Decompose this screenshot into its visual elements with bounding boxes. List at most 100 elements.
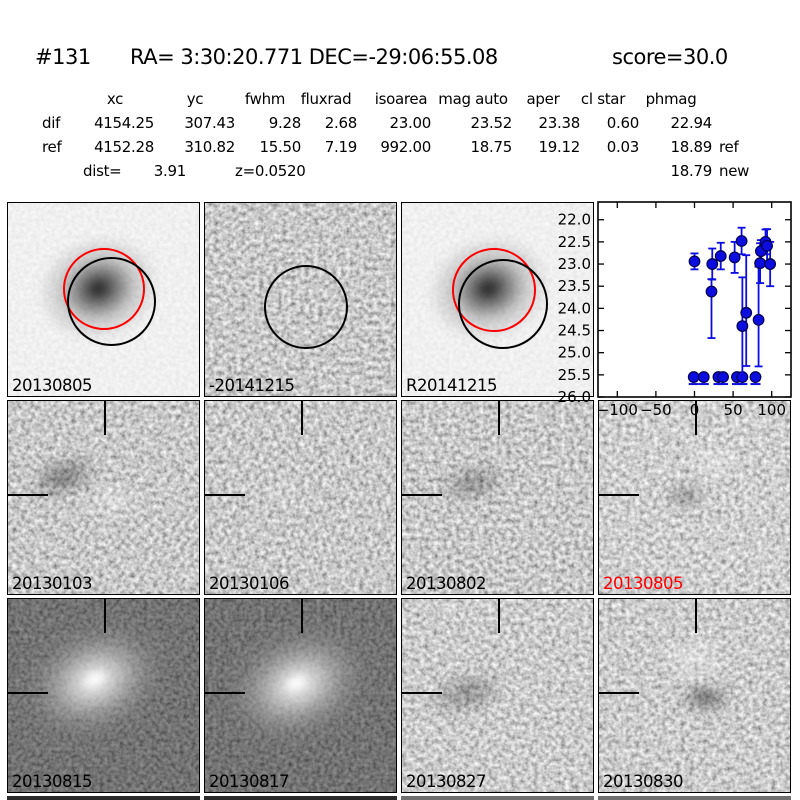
position-tick-top — [498, 401, 500, 435]
col-header-fluxrad: fluxrad — [300, 90, 352, 108]
detection-marker — [706, 258, 719, 270]
ref-magauto: 18.75 — [470, 138, 513, 156]
candidate-score: score=30.0 — [612, 45, 728, 69]
cutout-date-label: 20130827 — [406, 772, 486, 791]
epoch-cutout-20130830: 20130830 — [598, 598, 791, 793]
next-row-edge — [401, 796, 594, 800]
y-tick-label: 23.0 — [558, 255, 591, 273]
detection-marker — [688, 255, 701, 268]
limit-marker — [697, 371, 710, 383]
dif-magauto: 23.52 — [470, 114, 513, 132]
noise-texture — [599, 401, 790, 594]
dif-fwhm: 9.28 — [268, 114, 302, 132]
x-tick-label: 0 — [690, 401, 700, 419]
ref-phmag: 18.89 — [670, 138, 713, 156]
cutout-date-label: 20130830 — [603, 772, 683, 791]
dif-aper: 23.38 — [538, 114, 581, 132]
limit-marker — [717, 371, 729, 383]
position-tick-top — [498, 599, 500, 633]
col-header-magauto: mag auto — [438, 90, 508, 108]
y-tick-label: 22.0 — [558, 211, 591, 229]
bright-residual — [255, 473, 310, 511]
lightcurve-plot: −100 −50 0 50 100 22.0 22.5 23.0 23.5 24.0 24.5 25.… — [558, 201, 792, 419]
noise-texture — [402, 401, 593, 594]
dif-clstar: 0.60 — [606, 114, 640, 132]
dif-yc: 307.43 — [184, 114, 235, 132]
position-tick-left — [205, 692, 245, 694]
candidate-coordinates: RA= 3:30:20.771 DEC=-29:06:55.08 — [130, 45, 498, 69]
epoch-cutout-20130802: 20130802 — [401, 400, 594, 595]
detection-marker — [752, 313, 765, 326]
position-tick-left — [8, 692, 48, 694]
col-header-isoarea: isoarea — [374, 90, 428, 108]
position-tick-left — [599, 494, 639, 496]
new-phmag-suffix: new — [719, 162, 750, 180]
y-tick-label: 24.5 — [558, 322, 591, 340]
position-tick-top — [104, 401, 106, 435]
position-tick-top — [301, 599, 303, 633]
bright-residual — [684, 439, 744, 484]
cutout-date-label: 20130805 — [12, 376, 92, 395]
y-tick-label: 23.5 — [558, 277, 591, 295]
cutout-date-label: 20130106 — [209, 574, 289, 593]
cutout-date-label: -20141215 — [209, 376, 295, 395]
ref-aper: 19.12 — [538, 138, 581, 156]
epoch-cutout-20130103: 20130103 — [7, 400, 200, 595]
plot-box — [597, 201, 792, 398]
position-tick-left — [599, 692, 639, 694]
next-row-edge — [204, 796, 397, 800]
ref-yc: 310.82 — [184, 138, 235, 156]
y-tick-label: 25.5 — [558, 366, 591, 384]
bright-residual — [657, 631, 732, 686]
ref-fluxrad: 7.19 — [324, 138, 358, 156]
col-header-aper: aper — [526, 90, 560, 108]
dark-residual — [661, 481, 709, 511]
dark-residual — [677, 681, 735, 715]
limit-marker — [749, 371, 762, 383]
y-tick-label: 24.0 — [558, 299, 591, 317]
x-tick-label: 50 — [724, 401, 743, 419]
dif-phmag: 22.94 — [670, 114, 713, 132]
reference-cutout: R20141215 — [401, 202, 594, 397]
position-tick-top — [104, 599, 106, 633]
cutout-date-label: 20130815 — [12, 772, 92, 791]
ref-isoarea: 992.00 — [380, 138, 431, 156]
new-epoch-cutout: 20130805 — [7, 202, 200, 397]
position-tick-left — [205, 494, 245, 496]
noise-texture — [402, 599, 593, 792]
position-tick-top — [301, 401, 303, 435]
difference-cutout: -20141215 — [204, 202, 397, 397]
detection-marker — [764, 258, 777, 270]
position-tick-left — [402, 692, 442, 694]
cutout-date-label: R20141215 — [406, 376, 497, 395]
limit-marker — [687, 371, 700, 383]
epoch-cutout-20130815: 20130815 — [7, 598, 200, 793]
detection-marker — [754, 257, 767, 270]
position-tick-top — [695, 599, 697, 633]
detection-marker — [735, 235, 748, 247]
noise-texture — [8, 401, 199, 594]
y-tick-label: 22.5 — [558, 233, 591, 251]
cutout-date-label: 20130802 — [406, 574, 486, 593]
epoch-cutout-20130817: 20130817 — [204, 598, 397, 793]
row-label-dif: dif — [42, 114, 61, 132]
col-header-clstar: cl star — [580, 90, 626, 108]
cutout-date-label: 20130103 — [12, 574, 92, 593]
detection-marker — [736, 320, 749, 332]
bright-residual — [80, 479, 145, 524]
x-tick-label: −100 — [597, 401, 638, 419]
dif-xc: 4154.25 — [94, 114, 154, 132]
new-phmag-value: 18.79 — [670, 162, 713, 180]
noise-texture — [599, 599, 790, 792]
x-tick-label: 100 — [757, 401, 786, 419]
x-tick-label: −50 — [640, 401, 672, 419]
detection-marker — [728, 251, 741, 264]
dist-label: dist= — [83, 162, 122, 180]
y-tick-label: 26.0 — [558, 388, 591, 406]
col-header-phmag: phmag — [645, 90, 697, 108]
dist-value: 3.91 — [153, 162, 187, 180]
aperture-circle-black — [264, 265, 348, 349]
ref-clstar: 0.03 — [606, 138, 640, 156]
noise-texture — [205, 401, 396, 594]
